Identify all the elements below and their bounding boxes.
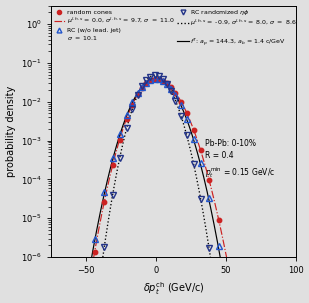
- X-axis label: $\delta p_t^{\rm ch}$ (GeV/c): $\delta p_t^{\rm ch}$ (GeV/c): [142, 281, 204, 298]
- Y-axis label: probability density: probability density: [6, 86, 15, 177]
- Legend: random cones, $\mu^{l.h.s}$$=$ 0.0, $\sigma^{l.h.s}$$=$ 9.7, $\sigma$ $=$ 11.0, : random cones, $\mu^{l.h.s}$$=$ 0.0, $\si…: [53, 7, 298, 49]
- Text: Pb-Pb: 0-10%
R = 0.4
$p_t^{\rm min}$ = 0.15 GeV/c: Pb-Pb: 0-10% R = 0.4 $p_t^{\rm min}$ = 0…: [205, 139, 275, 181]
